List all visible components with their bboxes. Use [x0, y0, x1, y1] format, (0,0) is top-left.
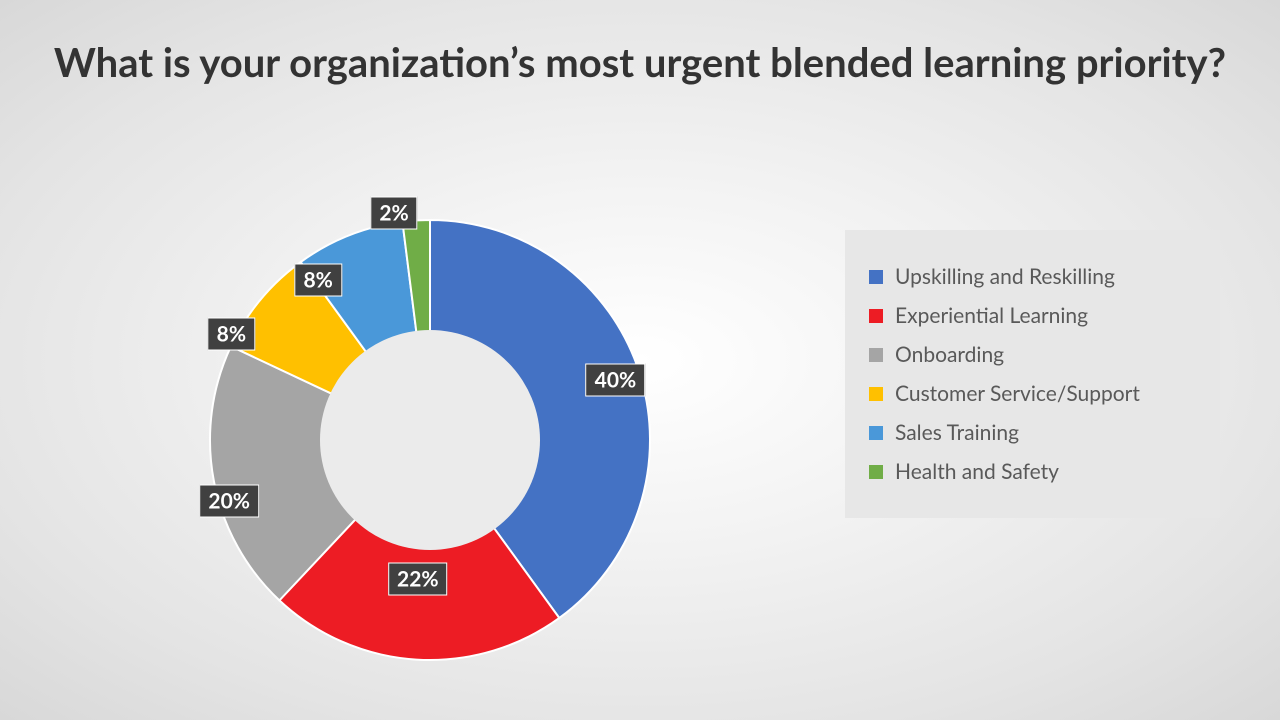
legend-swatch — [869, 387, 883, 401]
legend-swatch — [869, 426, 883, 440]
legend-label: Experiential Learning — [895, 303, 1088, 328]
data-label: 8% — [294, 264, 341, 297]
legend-swatch — [869, 348, 883, 362]
data-label: 2% — [370, 196, 417, 229]
legend: Upskilling and Reskilling Experiential Le… — [845, 230, 1220, 518]
legend-item: Upskilling and Reskilling — [869, 264, 1200, 289]
slide: What is your organization’s most urgent … — [0, 0, 1280, 720]
legend-label: Onboarding — [895, 342, 1004, 367]
donut-chart: 40% 22% 20% 8% 8% 2% — [180, 190, 680, 690]
legend-label: Health and Safety — [895, 459, 1059, 484]
legend-item: Sales Training — [869, 420, 1200, 445]
data-label: 20% — [199, 485, 259, 518]
legend-label: Sales Training — [895, 420, 1019, 445]
legend-label: Customer Service/Support — [895, 381, 1140, 406]
donut-svg — [180, 190, 680, 690]
legend-item: Customer Service/Support — [869, 381, 1200, 406]
legend-item: Health and Safety — [869, 459, 1200, 484]
legend-item: Experiential Learning — [869, 303, 1200, 328]
legend-swatch — [869, 270, 883, 284]
chart-title: What is your organization’s most urgent … — [0, 38, 1280, 86]
data-label: 8% — [208, 318, 255, 351]
legend-swatch — [869, 465, 883, 479]
legend-item: Onboarding — [869, 342, 1200, 367]
legend-swatch — [869, 309, 883, 323]
data-label: 40% — [586, 363, 646, 396]
data-label: 22% — [388, 563, 448, 596]
legend-label: Upskilling and Reskilling — [895, 264, 1115, 289]
donut-hole — [320, 330, 540, 550]
